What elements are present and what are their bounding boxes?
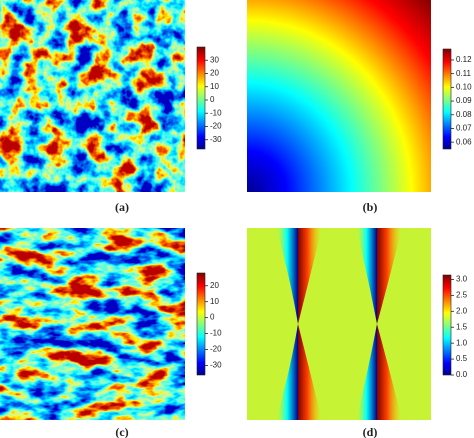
colorbar — [442, 48, 452, 150]
colorbar-tick-label: -20 — [210, 345, 222, 354]
colorbar-tick-label: 3.0 — [456, 275, 468, 284]
colorbar-tick-label: 0.08 — [456, 110, 472, 119]
colorbar — [196, 272, 206, 376]
colorbar-tick-label: 10 — [210, 297, 219, 306]
field-image — [0, 228, 185, 420]
colorbar-tick-label: 0.09 — [456, 96, 472, 105]
colorbar-tick-label: -10 — [210, 108, 222, 117]
colorbar-tick-label: -20 — [210, 122, 222, 131]
colorbar-tick-label: 0 — [210, 313, 215, 322]
colorbar-tick-label: 20 — [210, 69, 219, 78]
colorbar-tick-label: 2.5 — [456, 290, 468, 299]
colorbar-tick-label: 30 — [210, 55, 219, 64]
colorbar-tick-label: 0.07 — [456, 124, 472, 133]
colorbar-tick-label: 1.5 — [456, 322, 468, 331]
field-image — [247, 228, 431, 420]
colorbar-tick-label: 0.12 — [456, 55, 472, 64]
panel-caption: (c) — [115, 425, 128, 438]
colorbar-tick-label: 10 — [210, 82, 219, 91]
colorbar — [442, 274, 452, 376]
colorbar-tick-label: -10 — [210, 329, 222, 338]
colorbar-tick-label: 0.10 — [456, 82, 472, 91]
colorbar-tick-label: -30 — [210, 135, 222, 144]
colorbar-tick-label: 0.11 — [456, 69, 472, 78]
colorbar-tick-label: -30 — [210, 361, 222, 370]
field-image — [247, 0, 431, 192]
colorbar-tick-label: 0.0 — [456, 370, 468, 379]
panel-caption: (a) — [115, 200, 129, 214]
colorbar-tick-label: 0.5 — [456, 354, 468, 363]
colorbar-tick-label: 0.06 — [456, 137, 472, 146]
colorbar-tick-label: 20 — [210, 281, 219, 290]
colorbar — [196, 46, 206, 150]
colorbar-tick-label: 1.0 — [456, 338, 468, 347]
panel-caption: (b) — [363, 200, 378, 214]
panel-caption: (d) — [363, 425, 378, 438]
colorbar-tick-label: 0 — [210, 95, 215, 104]
colorbar-tick-label: 2.0 — [456, 306, 468, 315]
field-image — [0, 0, 185, 192]
